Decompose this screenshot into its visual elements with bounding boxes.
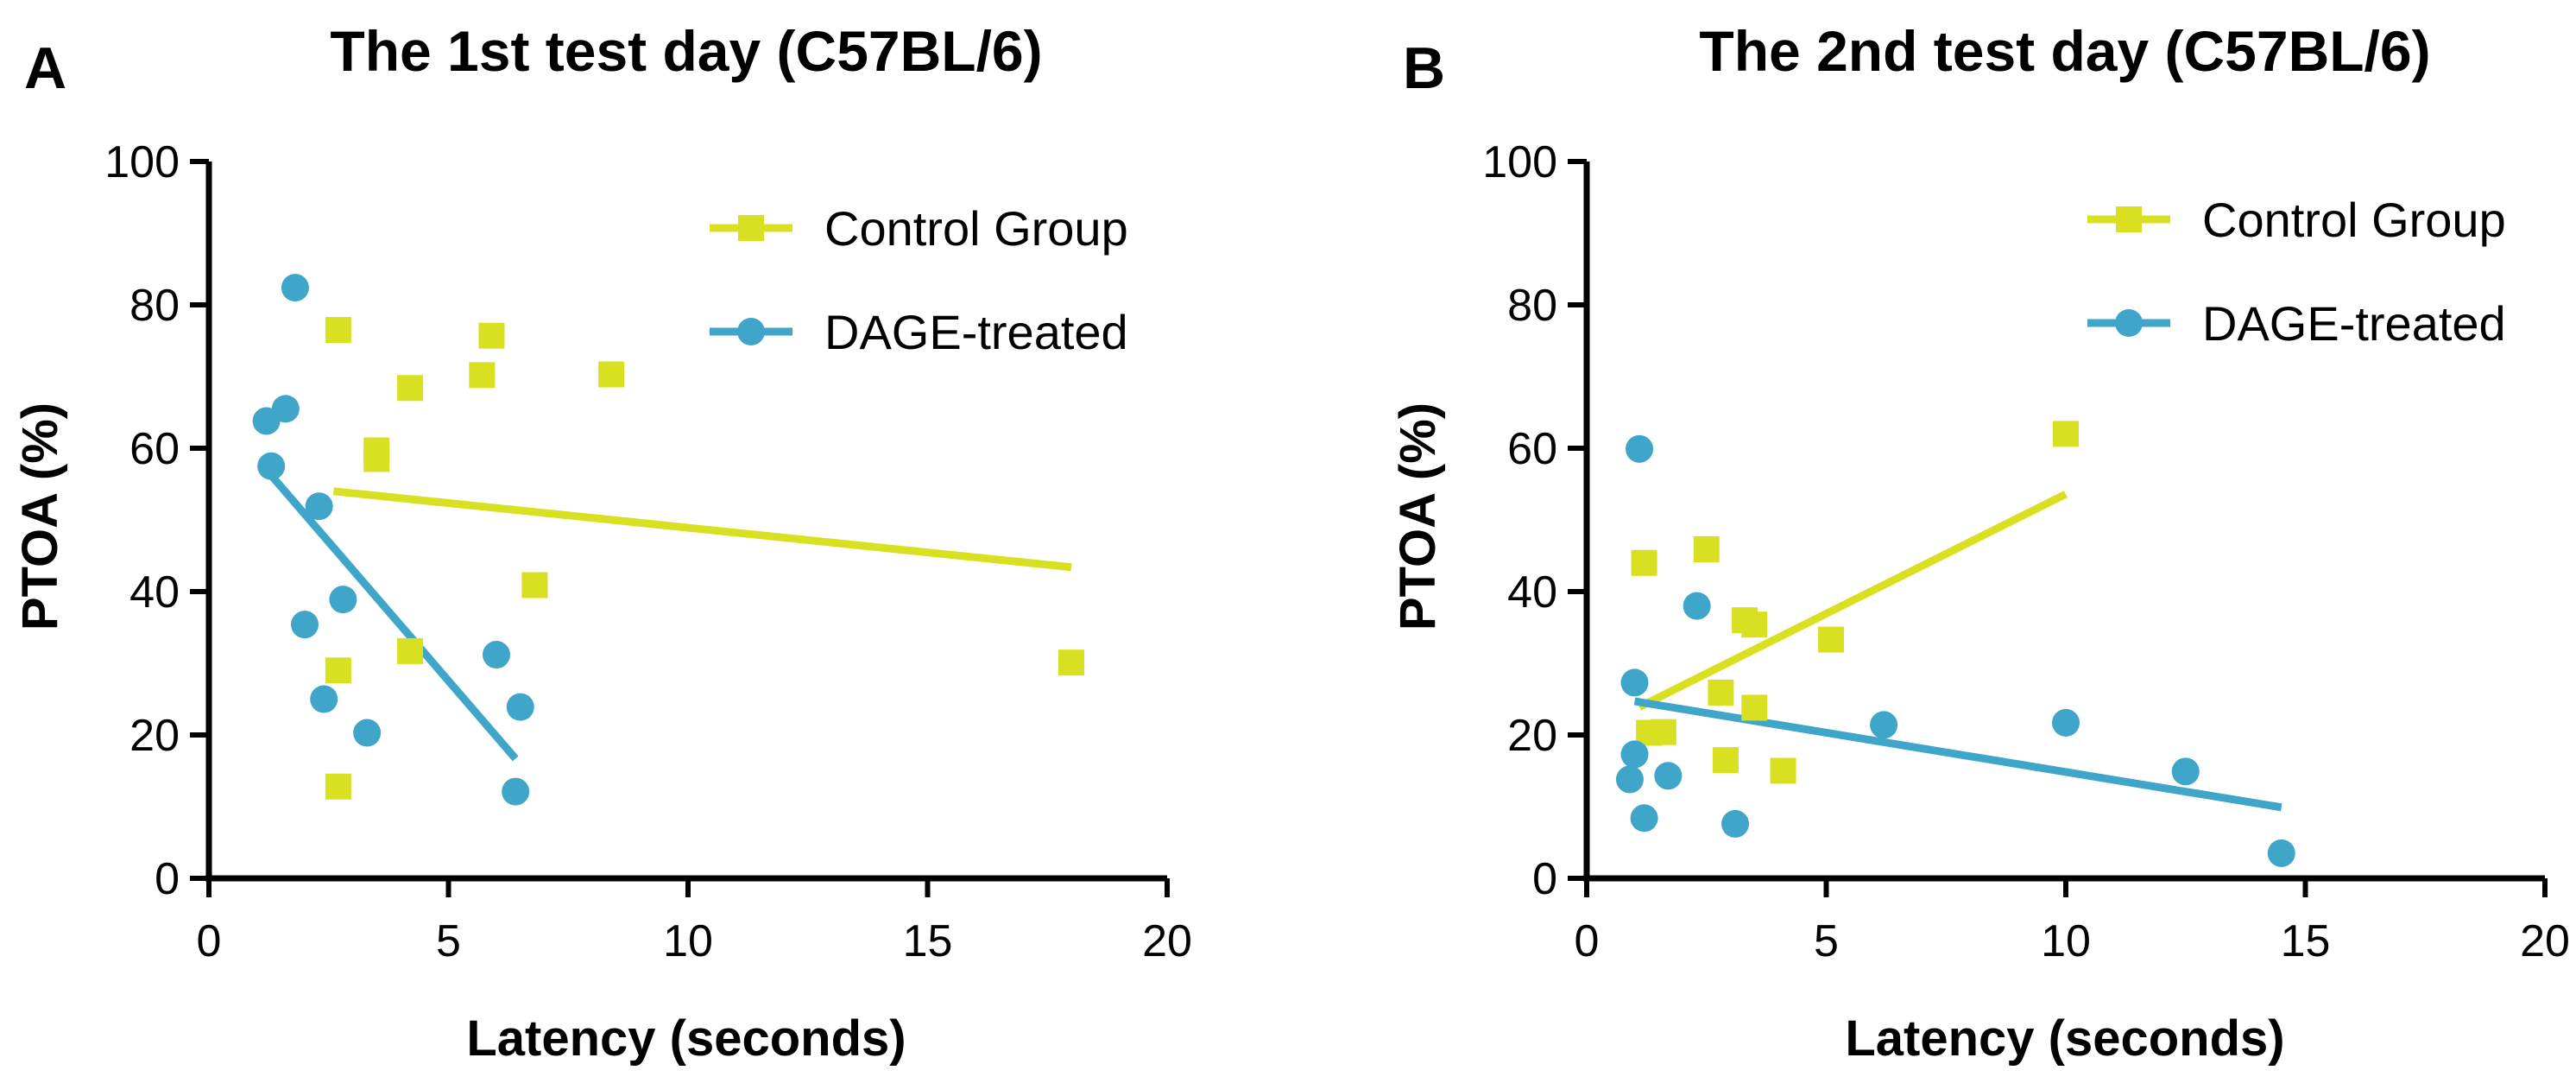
x-tick-label: 0	[1575, 916, 1600, 966]
x-tick-label: 15	[2281, 916, 2331, 966]
dage-data-point	[506, 693, 534, 721]
control-data-point	[1631, 549, 1657, 576]
dage-data-point	[2267, 839, 2295, 867]
panel-a-data-points	[252, 274, 1084, 806]
control-data-point	[1712, 747, 1739, 774]
control-data-point	[1693, 536, 1720, 563]
dage-data-point	[1626, 434, 1654, 463]
panel-a-title: The 1st test day (C57BL/6)	[330, 19, 1042, 83]
legend-dage-label: DAGE-treated	[824, 305, 1128, 359]
y-tick-label: 100	[1482, 137, 1557, 187]
dage-data-point	[1683, 592, 1711, 620]
control-data-point	[325, 317, 351, 344]
dage-data-point	[1721, 809, 1750, 838]
x-tick-label: 10	[2041, 916, 2091, 966]
control-data-point	[325, 773, 351, 800]
control-data-point	[1741, 694, 1768, 721]
panel-a: A The 1st test day (C57BL/6) PTOA (%) La…	[12, 19, 1192, 1067]
dage-data-point	[1630, 804, 1658, 833]
y-tick-label: 20	[1507, 711, 1557, 761]
control-data-point	[1058, 649, 1084, 676]
panel-a-y-ticks: 0 20 40 60 80 100	[104, 137, 209, 904]
control-data-point	[2053, 421, 2079, 447]
panel-a-x-axis-label: Latency (seconds)	[466, 1010, 906, 1067]
dage-data-point	[1870, 711, 1898, 739]
x-tick-label: 15	[903, 916, 953, 966]
x-tick-label: 5	[436, 916, 461, 966]
control-data-point	[363, 446, 390, 472]
panel-b-y-ticks: 0 20 40 60 80 100	[1482, 137, 1587, 904]
control-data-point	[598, 361, 625, 388]
panel-b-legend: Control Group DAGE-treated	[2087, 193, 2506, 351]
y-tick-label: 40	[1507, 567, 1557, 618]
control-data-point	[397, 375, 424, 402]
dage-data-point	[281, 274, 309, 302]
control-data-point	[325, 657, 351, 684]
dage-data-point	[1620, 740, 1649, 769]
panel-a-y-axis-label: PTOA (%)	[12, 402, 68, 630]
control-data-point	[1741, 611, 1768, 638]
x-tick-label: 10	[663, 916, 713, 966]
dage-data-point	[483, 641, 510, 669]
panel-a-fit-lines	[263, 466, 1072, 762]
legend-dage-circle-icon	[737, 318, 765, 345]
dage-data-point	[291, 611, 319, 639]
x-tick-label: 20	[1142, 916, 1192, 966]
control-fit-line	[332, 487, 1072, 572]
y-tick-label: 80	[1507, 281, 1557, 331]
control-data-point	[469, 362, 496, 389]
x-tick-label: 20	[2520, 916, 2570, 966]
dage-data-point	[353, 719, 382, 747]
y-tick-label: 60	[129, 424, 180, 474]
legend-dage-label: DAGE-treated	[2202, 296, 2506, 351]
dage-data-point	[252, 407, 281, 435]
legend-control-square-icon	[2116, 206, 2142, 232]
dage-fit-line	[263, 466, 519, 762]
dage-data-point	[329, 586, 357, 614]
dage-data-point	[2171, 757, 2200, 786]
legend-control-label: Control Group	[2202, 193, 2506, 247]
panel-b-x-ticks: 0 5 10 15 20	[1575, 878, 2570, 966]
panel-a-legend: Control Group DAGE-treated	[710, 201, 1128, 359]
panel-a-letter: A	[24, 35, 66, 101]
legend-control-label: Control Group	[824, 201, 1128, 256]
panel-b-x-axis-label: Latency (seconds)	[1845, 1010, 2284, 1067]
y-tick-label: 100	[104, 137, 180, 187]
y-tick-label: 0	[155, 854, 180, 904]
control-data-point	[1708, 680, 1734, 706]
dage-data-point	[1620, 668, 1649, 697]
dage-data-point	[1615, 765, 1644, 794]
control-data-point	[1770, 757, 1796, 784]
x-tick-label: 5	[1814, 916, 1839, 966]
y-tick-label: 40	[129, 567, 180, 618]
dage-data-point	[257, 452, 286, 480]
y-tick-label: 60	[1507, 424, 1557, 474]
panel-b-title: The 2nd test day (C57BL/6)	[1699, 19, 2430, 83]
legend-dage-circle-icon	[2115, 309, 2143, 337]
panel-a-x-ticks: 0 5 10 15 20	[197, 878, 1192, 966]
y-tick-label: 0	[1532, 854, 1557, 904]
control-data-point	[1650, 719, 1676, 745]
x-tick-label: 0	[197, 916, 222, 966]
dage-data-point	[502, 777, 530, 806]
dage-data-point	[305, 492, 333, 521]
control-data-point	[478, 322, 505, 349]
legend-control-square-icon	[738, 215, 764, 241]
panel-b: B The 2nd test day (C57BL/6) PTOA (%) La…	[1390, 19, 2570, 1067]
control-data-point	[1818, 626, 1845, 653]
dage-data-point	[310, 685, 338, 713]
dage-data-point	[2052, 708, 2080, 737]
panel-b-y-axis-label: PTOA (%)	[1390, 402, 1446, 630]
dage-data-point	[1654, 762, 1683, 790]
control-fit-line	[1638, 491, 2068, 711]
panel-b-letter: B	[1403, 35, 1445, 101]
panel-b-data-points	[1615, 421, 2295, 867]
control-data-point	[397, 637, 424, 664]
y-tick-label: 20	[129, 711, 180, 761]
control-data-point	[521, 572, 548, 598]
y-tick-label: 80	[129, 281, 180, 331]
